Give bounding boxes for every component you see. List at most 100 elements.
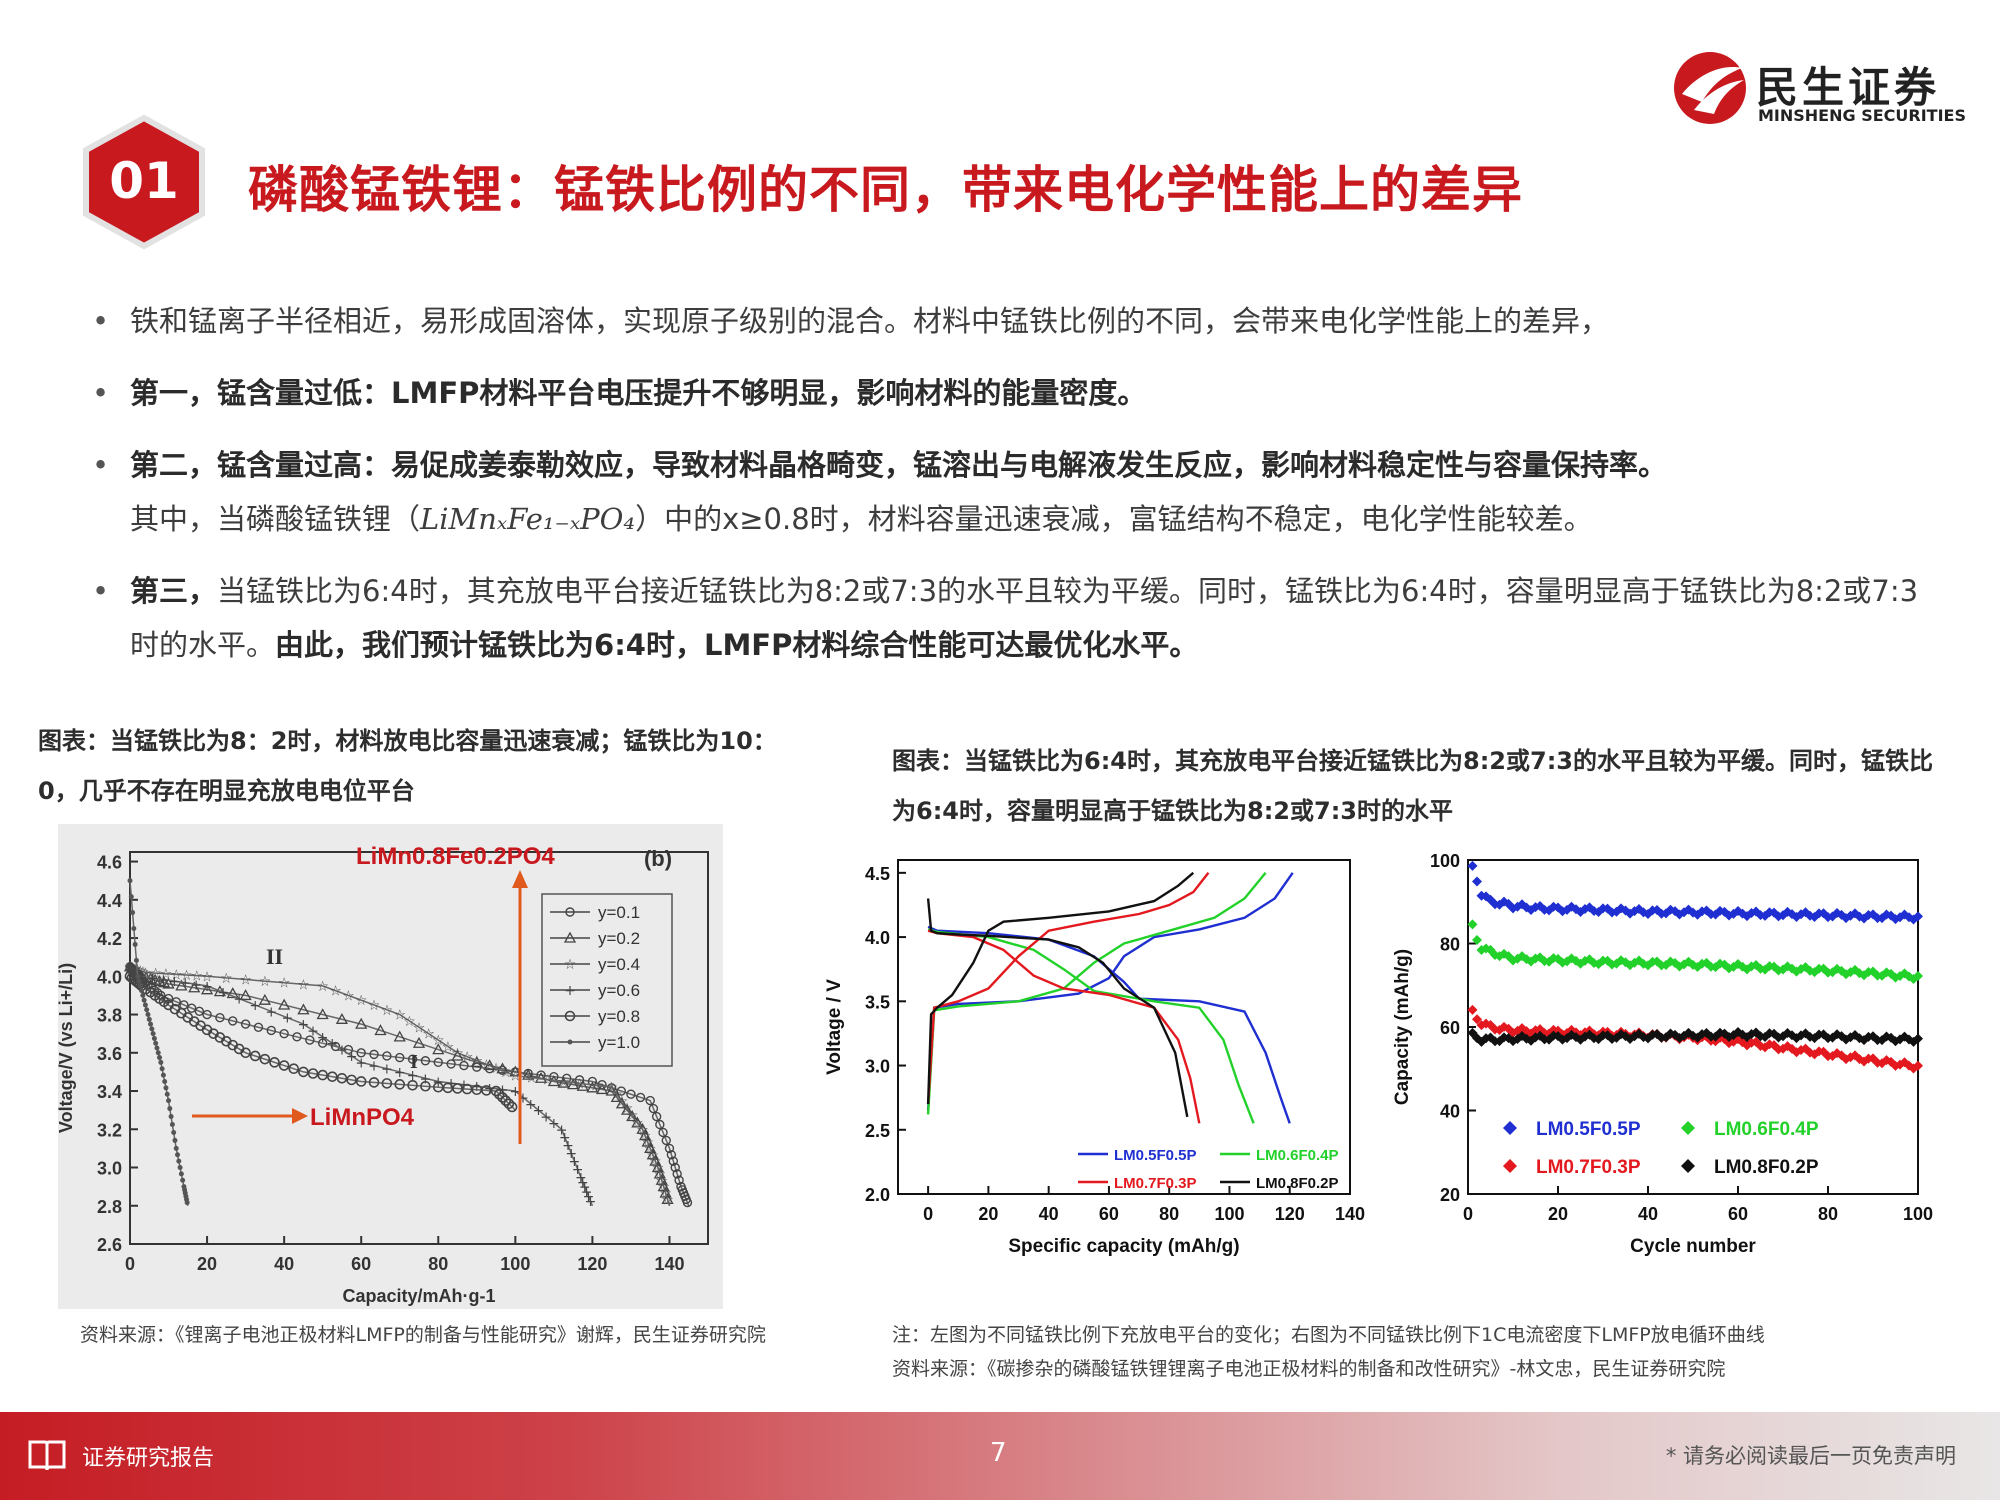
x-tick-label: 60 [1728, 1204, 1748, 1224]
data-point: + [326, 1036, 338, 1052]
data-point [184, 1200, 190, 1206]
data-point [446, 1059, 456, 1069]
data-point [1868, 1053, 1878, 1064]
legend-label: LM0.6F0.4P [1714, 1119, 1819, 1140]
data-point [279, 1028, 289, 1039]
data-point: + [355, 1055, 367, 1071]
y-tick-label: 40 [1440, 1102, 1460, 1122]
data-point [1904, 912, 1914, 923]
minsheng-logo-icon [1674, 52, 1746, 124]
data-point: ☆ [422, 1027, 435, 1043]
data-point [503, 1098, 515, 1110]
data-point [1719, 1028, 1730, 1039]
y-tick-label: 3.8 [97, 1006, 122, 1026]
data-point [1643, 909, 1653, 920]
data-point [1503, 1023, 1514, 1034]
data-point [1778, 964, 1788, 975]
data-point [496, 1062, 509, 1074]
data-point [1517, 1031, 1527, 1042]
data-point [1629, 1031, 1640, 1042]
brand-logo: 民生证券 MINSHENG SECURITIES [1672, 50, 1972, 134]
y-tick-label: 100 [1430, 851, 1460, 871]
data-point: ☆ [278, 976, 291, 992]
data-point [135, 973, 141, 979]
data-point [1611, 906, 1622, 917]
data-point [1773, 911, 1784, 922]
data-point: ☆ [639, 1129, 652, 1145]
data-point: + [420, 1071, 432, 1087]
data-point [1899, 909, 1910, 920]
data-point [670, 1162, 680, 1173]
data-point: ☆ [644, 1141, 657, 1157]
series-LM0.6F0.4P [1467, 919, 1923, 985]
data-point [395, 1052, 405, 1063]
data-point [1485, 894, 1496, 905]
data-point [1620, 1031, 1631, 1042]
data-point [326, 1071, 338, 1082]
data-point [155, 1050, 161, 1056]
data-point [1913, 971, 1923, 982]
data-point [1467, 1004, 1478, 1015]
data-point [1476, 890, 1487, 901]
data-point [1832, 1029, 1842, 1040]
data-point [356, 1048, 366, 1058]
x-tick-label: 120 [1275, 1204, 1305, 1224]
x-tick-label: 20 [197, 1254, 217, 1274]
data-point: + [147, 971, 159, 987]
legend-marker [1681, 1121, 1695, 1135]
data-point [631, 1116, 644, 1128]
data-point [1634, 955, 1644, 966]
series-y=1.0 [127, 878, 190, 1206]
data-point [1751, 1036, 1761, 1047]
data-point [1521, 1026, 1532, 1037]
data-point [177, 1165, 183, 1171]
data-point [1589, 958, 1599, 969]
data-point [1679, 907, 1689, 918]
right-figure-caption: 图表：当锰铁比为6:4时，其充放电平台接近锰铁比为8:2或7:3的水平且较为平缓… [892, 747, 1933, 825]
legend-label: y=1.0 [598, 1033, 640, 1052]
data-point [1890, 1060, 1901, 1071]
data-point [186, 1003, 197, 1013]
data-point: + [158, 972, 170, 988]
bullet-4-bold-lead: 第三， [130, 574, 218, 608]
data-point [1809, 967, 1820, 978]
data-point [316, 1008, 329, 1020]
data-point [1859, 1056, 1869, 1067]
data-point [1679, 959, 1689, 970]
data-point [141, 997, 147, 1003]
data-point: + [533, 1103, 545, 1119]
data-point: ☆ [329, 984, 342, 1000]
bullet-3: 第二，锰含量过高：易促成姜泰勒效应，导致材料晶格畸变，锰溶出与电解液发生反应，影… [92, 438, 1932, 546]
data-point [1760, 910, 1770, 921]
x-tick-label: 40 [1638, 1204, 1658, 1224]
legend-label: y=0.2 [598, 929, 640, 948]
data-point: + [307, 1023, 319, 1039]
data-point: ☆ [611, 1087, 624, 1103]
series-LM0.7F0.3P [926, 872, 1210, 1124]
data-point [346, 1074, 357, 1086]
data-point [626, 1089, 636, 1099]
data-point [407, 1079, 418, 1091]
data-point: ☆ [124, 960, 137, 976]
series-y=0.4: ☆☆☆☆☆☆☆☆☆☆☆☆☆ ☆ ☆ ☆ ☆ ☆ ☆ ☆ ☆ ☆ ☆ ☆ ☆☆☆☆☆☆☆☆☆☆☆☆☆ ☆ ☆ ☆… [124, 960, 674, 1209]
data-point [661, 1193, 674, 1205]
data-point [336, 1072, 348, 1084]
data-point [178, 1171, 184, 1177]
legend-label: y=0.6 [598, 981, 640, 1000]
data-point [132, 941, 138, 947]
data-point: ☆ [451, 1046, 464, 1062]
data-point [163, 1085, 169, 1091]
data-point [330, 1041, 341, 1052]
y-tick-label: 3.0 [865, 1057, 890, 1077]
data-point [1737, 961, 1748, 972]
y-tick-label: 3.5 [865, 992, 890, 1012]
y-tick-label: 2.0 [865, 1185, 890, 1205]
data-point [1908, 914, 1919, 925]
data-point [1557, 1034, 1568, 1045]
data-point [180, 1177, 186, 1183]
data-point [288, 1063, 300, 1075]
data-point: + [583, 1189, 595, 1205]
data-point [1467, 860, 1478, 871]
x-tick-label: 100 [500, 1254, 530, 1274]
